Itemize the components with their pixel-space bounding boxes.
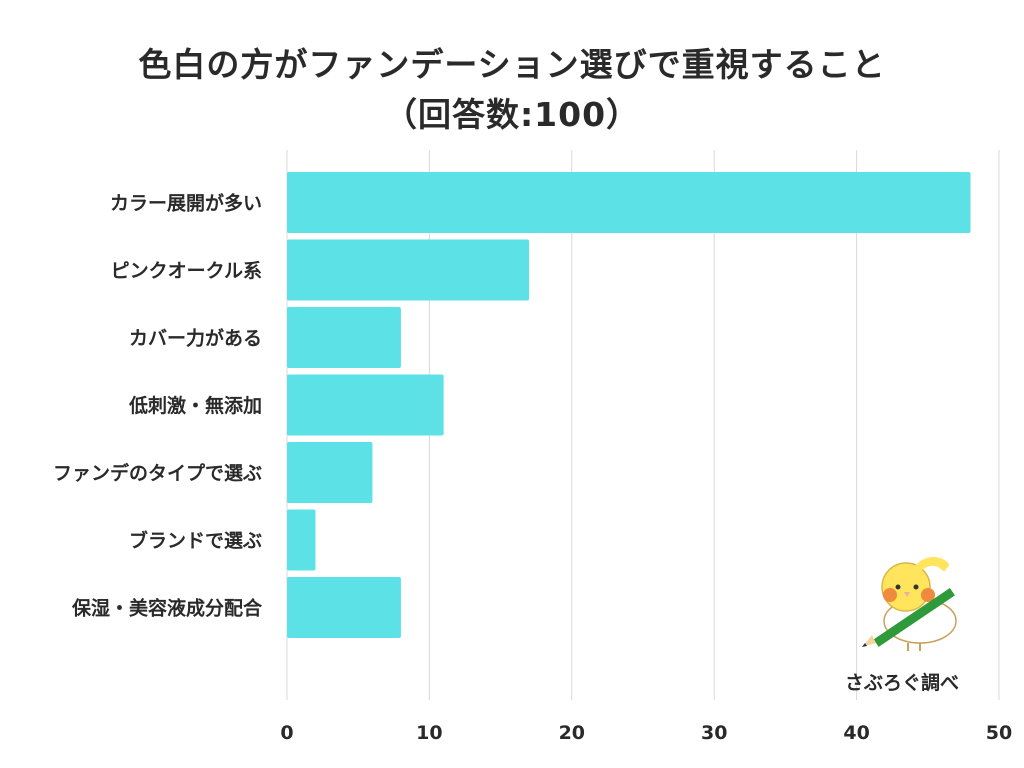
- x-tick-label: 50: [986, 722, 1012, 744]
- credit-text: さぶろぐ調べ: [845, 672, 960, 694]
- x-tick-labels: 0 10 20 30 40 50: [280, 722, 1012, 744]
- bars: [287, 172, 971, 638]
- bar: [287, 577, 401, 638]
- bar: [287, 307, 401, 368]
- x-tick-label: 30: [701, 722, 727, 744]
- chart-subtitle: （回答数:100）: [383, 95, 641, 134]
- x-tick-label: 40: [843, 722, 869, 744]
- x-tick-label: 10: [416, 722, 442, 744]
- bar: [287, 172, 971, 233]
- category-label: ファンデのタイプで選ぶ: [53, 462, 262, 485]
- category-label: ピンクオークル系: [111, 260, 262, 282]
- category-label: 保湿・美容液成分配合: [71, 597, 263, 620]
- category-label: ブランドで選ぶ: [129, 529, 262, 552]
- category-label: 低刺激・無添加: [128, 394, 262, 417]
- x-tick-label: 0: [280, 722, 293, 744]
- category-label: カラー展開が多い: [110, 192, 262, 215]
- bar: [287, 442, 373, 503]
- bar: [287, 374, 444, 436]
- x-tick-label: 20: [559, 722, 585, 744]
- category-labels: カラー展開が多いピンクオークル系カバー力がある低刺激・無添加ファンデのタイプで選…: [53, 192, 263, 620]
- chart-title: 色白の方がファンデーション選びで重視すること: [138, 45, 886, 84]
- bar: [287, 239, 530, 301]
- cockatiel-mascot-icon: [862, 557, 957, 651]
- category-label: カバー力がある: [129, 327, 262, 350]
- bar: [287, 509, 316, 571]
